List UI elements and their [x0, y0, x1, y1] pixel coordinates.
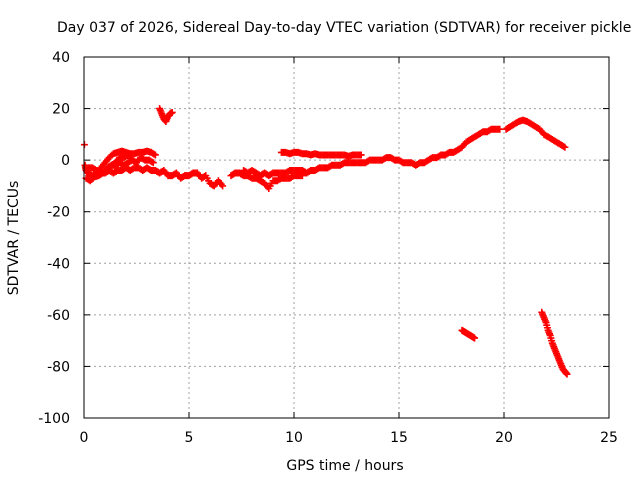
- x-tick-label: 20: [495, 430, 513, 446]
- data-series-7: [538, 308, 571, 378]
- data-point: [496, 125, 504, 133]
- axis-ticks: [83, 56, 610, 419]
- grid-lines: [84, 57, 609, 418]
- y-tick-label: -80: [47, 359, 70, 375]
- x-tick-label: 25: [600, 430, 618, 446]
- y-tick-label: -40: [47, 256, 70, 272]
- y-tick-label: 0: [61, 153, 70, 169]
- data-point: [219, 182, 227, 190]
- data-series-4: [277, 148, 365, 160]
- data-series-1: [80, 141, 227, 190]
- data-point: [471, 334, 479, 342]
- y-tick-label: -60: [47, 308, 70, 324]
- y-axis-title: SDTVAR / TECUs: [6, 181, 22, 296]
- data-point: [563, 370, 571, 378]
- data-series-2: [156, 105, 176, 125]
- x-tick-label: 15: [390, 430, 408, 446]
- x-tick-label: 10: [285, 430, 303, 446]
- y-tick-label: 20: [52, 102, 70, 118]
- data-point: [561, 143, 569, 151]
- x-axis-title: GPS time / hours: [286, 458, 403, 474]
- data-point: [357, 151, 365, 159]
- data-series-5: [502, 116, 569, 151]
- data-point: [128, 156, 136, 164]
- y-tick-labels: -100 -80 -60 -40 -20 0 20 40: [38, 50, 70, 427]
- data-series-3: [227, 125, 504, 193]
- x-tick-label: 5: [185, 430, 194, 446]
- chart-title: Day 037 of 2026, Sidereal Day-to-day VTE…: [57, 20, 631, 36]
- data-point: [168, 108, 176, 116]
- plot-frame: [83, 56, 610, 419]
- y-tick-label: 40: [52, 50, 70, 66]
- y-tick-label: -100: [38, 411, 70, 427]
- data-series-6: [458, 326, 479, 342]
- data-points: [80, 105, 571, 378]
- y-tick-label: -20: [47, 205, 70, 221]
- data-point-interp: [560, 142, 567, 150]
- data-point: [149, 159, 157, 167]
- x-tick-label: 0: [80, 430, 89, 446]
- data-point: [151, 151, 159, 159]
- x-tick-labels: 0 5 10 15 20 25: [80, 430, 618, 446]
- data-point-interp: [150, 150, 158, 158]
- data-point-interp: [148, 158, 156, 166]
